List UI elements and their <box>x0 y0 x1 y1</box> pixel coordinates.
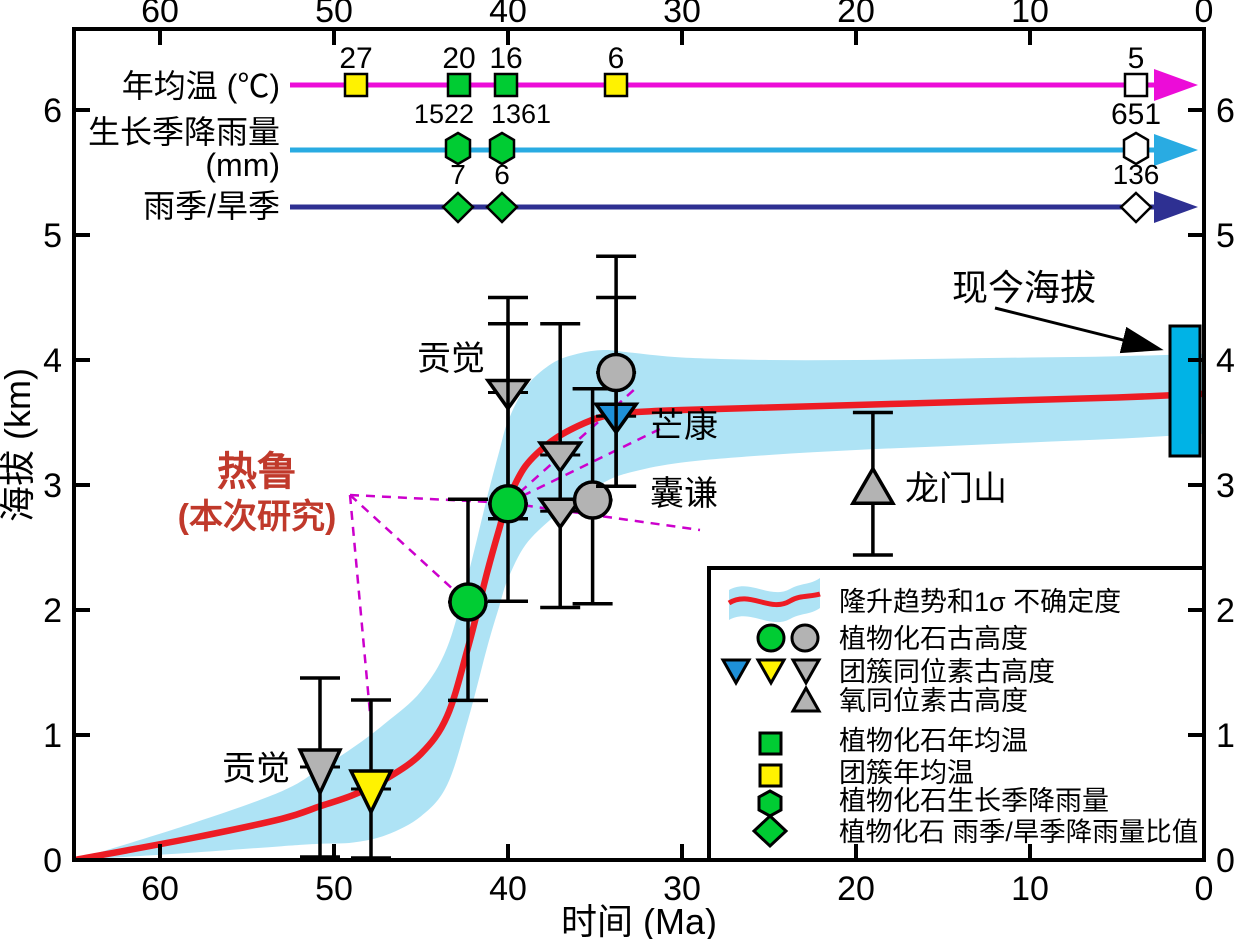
svg-text:2: 2 <box>43 592 62 630</box>
svg-text:2: 2 <box>1216 592 1234 630</box>
svg-text:团簇年均温: 团簇年均温 <box>839 758 974 788</box>
svg-text:5: 5 <box>1128 42 1145 75</box>
svg-text:6: 6 <box>608 42 625 75</box>
svg-text:10: 10 <box>1011 0 1049 30</box>
svg-text:50: 50 <box>315 870 353 908</box>
svg-text:5: 5 <box>43 217 62 255</box>
svg-text:海拔 (km): 海拔 (km) <box>0 368 38 522</box>
svg-text:27: 27 <box>339 42 372 75</box>
svg-text:16: 16 <box>489 42 522 75</box>
svg-text:0: 0 <box>1216 842 1234 880</box>
svg-text:1: 1 <box>1216 717 1234 755</box>
svg-text:团簇同位素古高度: 团簇同位素古高度 <box>839 657 1055 687</box>
svg-text:6: 6 <box>1216 92 1234 130</box>
svg-text:60: 60 <box>141 870 179 908</box>
svg-text:年均温 (℃): 年均温 (℃) <box>122 68 280 104</box>
svg-text:氧同位素古高度: 氧同位素古高度 <box>839 686 1028 716</box>
svg-text:4: 4 <box>1216 342 1234 380</box>
svg-text:0: 0 <box>1195 870 1214 908</box>
svg-text:植物化石生长季降雨量: 植物化石生长季降雨量 <box>839 786 1109 816</box>
svg-text:10: 10 <box>1011 870 1049 908</box>
svg-text:6: 6 <box>43 92 62 130</box>
svg-text:(mm): (mm) <box>205 147 280 183</box>
svg-text:5: 5 <box>1216 217 1234 255</box>
svg-text:20: 20 <box>837 0 875 30</box>
svg-text:植物化石年均温: 植物化石年均温 <box>839 726 1028 756</box>
svg-text:3: 3 <box>1216 467 1234 505</box>
svg-text:651: 651 <box>1111 98 1161 131</box>
svg-text:植物化石 雨季/旱季降雨量比值: 植物化石 雨季/旱季降雨量比值 <box>839 817 1198 847</box>
svg-text:20: 20 <box>442 42 475 75</box>
svg-text:热鲁: 热鲁 <box>217 450 297 494</box>
svg-text:7: 7 <box>450 159 466 190</box>
svg-text:(本次研究): (本次研究) <box>178 498 337 536</box>
svg-text:50: 50 <box>315 0 353 30</box>
svg-text:隆升趋势和1σ 不确定度: 隆升趋势和1σ 不确定度 <box>839 587 1121 617</box>
svg-text:136: 136 <box>1113 159 1160 190</box>
svg-text:雨季/旱季: 雨季/旱季 <box>143 188 280 224</box>
svg-text:4: 4 <box>43 342 62 380</box>
svg-text:1361: 1361 <box>491 99 551 129</box>
svg-text:现今海拔: 现今海拔 <box>952 267 1096 308</box>
svg-text:生长季降雨量: 生长季降雨量 <box>88 114 280 150</box>
svg-text:贡觉: 贡觉 <box>417 340 485 378</box>
svg-text:30: 30 <box>663 0 701 30</box>
svg-text:40: 40 <box>489 0 527 30</box>
svg-text:1: 1 <box>43 717 62 755</box>
svg-text:时间 (Ma): 时间 (Ma) <box>561 901 717 939</box>
svg-text:60: 60 <box>141 0 179 30</box>
svg-text:0: 0 <box>43 842 62 880</box>
svg-text:植物化石古高度: 植物化石古高度 <box>839 624 1028 654</box>
svg-text:龙门山: 龙门山 <box>905 470 1007 508</box>
svg-text:6: 6 <box>494 159 510 190</box>
svg-text:1522: 1522 <box>414 99 474 129</box>
svg-text:3: 3 <box>43 467 62 505</box>
svg-text:芒康: 芒康 <box>650 407 718 445</box>
svg-text:20: 20 <box>837 870 875 908</box>
svg-text:囊谦: 囊谦 <box>650 475 718 513</box>
svg-text:40: 40 <box>489 870 527 908</box>
svg-text:贡觉: 贡觉 <box>222 750 290 788</box>
svg-text:0: 0 <box>1195 0 1214 30</box>
